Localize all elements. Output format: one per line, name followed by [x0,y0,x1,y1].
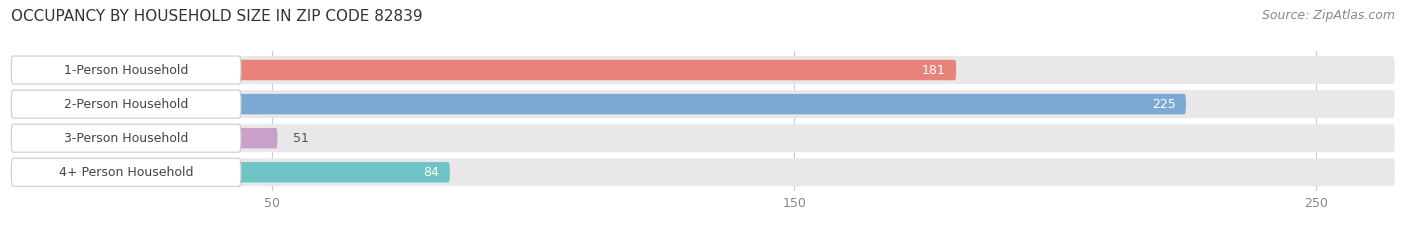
Text: OCCUPANCY BY HOUSEHOLD SIZE IN ZIP CODE 82839: OCCUPANCY BY HOUSEHOLD SIZE IN ZIP CODE … [11,9,423,24]
FancyBboxPatch shape [11,60,956,80]
FancyBboxPatch shape [11,158,240,186]
Text: 2-Person Household: 2-Person Household [63,98,188,111]
FancyBboxPatch shape [11,124,1395,152]
Text: 225: 225 [1152,98,1175,111]
Text: Source: ZipAtlas.com: Source: ZipAtlas.com [1261,9,1395,22]
FancyBboxPatch shape [11,90,1395,118]
Text: 4+ Person Household: 4+ Person Household [59,166,194,179]
FancyBboxPatch shape [11,162,450,182]
FancyBboxPatch shape [11,128,277,148]
FancyBboxPatch shape [11,90,240,118]
FancyBboxPatch shape [11,124,240,152]
Text: 3-Person Household: 3-Person Household [63,132,188,145]
Text: 84: 84 [423,166,439,179]
Text: 51: 51 [294,132,309,145]
FancyBboxPatch shape [11,56,1395,84]
Text: 1-Person Household: 1-Person Household [63,64,188,76]
FancyBboxPatch shape [11,158,1395,186]
Text: 181: 181 [922,64,946,76]
FancyBboxPatch shape [11,56,240,84]
FancyBboxPatch shape [11,94,1185,114]
